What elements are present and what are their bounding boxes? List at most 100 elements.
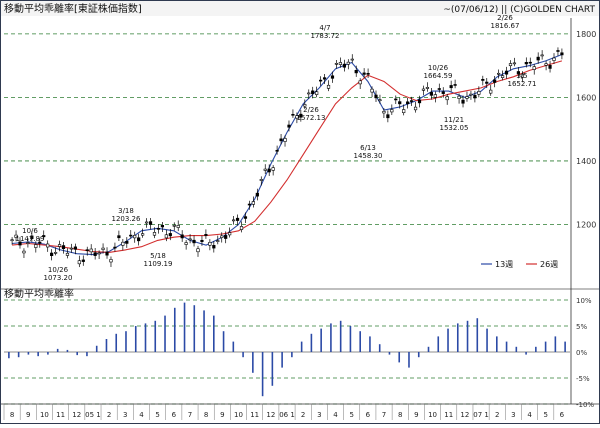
candle-body	[220, 235, 224, 238]
candle-body	[445, 96, 449, 101]
main-y-tick-label: 1200	[576, 220, 596, 229]
x-tick-label: 10	[40, 411, 49, 419]
candle-body	[164, 234, 168, 239]
x-tick-label: 7	[188, 411, 192, 419]
copyright-text: ~(07/06/12) || (C)GOLDEN CHART	[443, 5, 595, 15]
candle-body	[548, 65, 552, 69]
candle-body	[287, 124, 291, 128]
candle-body	[326, 84, 331, 89]
candle-body	[279, 138, 283, 142]
annotation-value: 1572.13	[297, 114, 326, 122]
candle-body	[544, 63, 548, 66]
x-tick-label: 6	[172, 411, 177, 419]
candle-body	[417, 99, 422, 104]
candle-body	[125, 241, 129, 244]
candle-body	[42, 235, 46, 238]
candle-body	[152, 232, 157, 236]
x-tick-label: 3	[123, 411, 127, 419]
candle-body	[172, 224, 176, 227]
series-line-26週	[12, 60, 563, 253]
candle-body	[497, 72, 501, 75]
candle-body	[441, 91, 445, 94]
annotation-date: 4/7	[319, 24, 330, 32]
x-tick-label: 9	[220, 411, 224, 419]
x-tick-label: 10	[234, 411, 243, 419]
candle-body	[540, 54, 544, 57]
candle-body	[235, 217, 240, 221]
candle-body	[65, 252, 70, 256]
x-tick-label: 8	[204, 411, 208, 419]
candle-body	[200, 239, 204, 242]
candle-body	[160, 224, 164, 228]
annotation-value: 1664.59	[424, 72, 453, 80]
candle-body	[394, 98, 398, 101]
annotation-date: 3/5	[516, 72, 527, 80]
osc-y-tick-label: -5%	[576, 375, 590, 383]
candle-body	[121, 241, 125, 246]
main-y-tick-label: 1600	[576, 93, 596, 102]
x-tick-label: 4	[527, 411, 532, 419]
candle-body	[334, 62, 339, 65]
candle-body	[398, 101, 402, 105]
candle-body	[69, 247, 74, 250]
candle-body	[489, 89, 493, 94]
annotation-value: 1203.26	[112, 215, 141, 223]
candle-body	[473, 94, 477, 99]
candle-body	[366, 72, 370, 75]
candle-body	[520, 73, 524, 78]
candle-body	[433, 94, 437, 98]
candle-body	[552, 57, 556, 61]
candle-body	[342, 63, 346, 68]
legend-label: 26週	[540, 260, 558, 269]
candle-body	[425, 86, 430, 89]
candle-body	[46, 243, 50, 248]
candle-body	[184, 242, 188, 245]
candle-body	[156, 228, 161, 230]
x-tick-label: 06 1	[279, 411, 295, 419]
candle-body	[196, 248, 200, 253]
main-y-tick-label: 1400	[576, 157, 596, 166]
candle-body	[358, 80, 362, 85]
x-tick-label: 3	[511, 411, 515, 419]
candle-body	[208, 241, 212, 246]
legend-label: 13週	[495, 260, 513, 269]
candle-body	[560, 52, 564, 56]
candle-body	[457, 95, 461, 99]
osc-y-tick-label: 5%	[576, 323, 587, 331]
oscillator-layer	[8, 302, 566, 397]
x-tick-label: 07 1	[473, 411, 489, 419]
candle-body	[85, 249, 89, 251]
candle-body	[180, 234, 184, 239]
candle-body	[303, 104, 307, 107]
candle-body	[386, 114, 390, 119]
x-tick-label: 8	[10, 411, 14, 419]
candle-body	[259, 179, 263, 181]
candle-body	[129, 234, 133, 237]
candle-body	[239, 226, 244, 230]
candle-body	[311, 90, 315, 95]
axes-layer: 1200 1400 1600 1800 10% 5% 0% -5% -10% 8 9 10 11 12 05…	[0, 18, 600, 420]
candle-body	[291, 113, 295, 116]
candle-body	[34, 244, 38, 248]
candle-body	[18, 241, 22, 246]
candle-body	[105, 251, 109, 256]
candle-body	[81, 259, 85, 262]
candle-body	[406, 101, 410, 105]
x-tick-label: 2	[107, 411, 111, 419]
candle-body	[528, 61, 532, 64]
candle-body	[516, 71, 521, 75]
candle-body	[73, 246, 77, 250]
oscillator-title: 移動平均乖離率	[4, 287, 74, 300]
x-tick-label: 05 1	[85, 411, 101, 419]
candle-body	[228, 232, 232, 236]
candle-body	[267, 168, 271, 173]
annotation-date: 6/13	[360, 144, 376, 152]
x-tick-label: 12	[266, 411, 275, 419]
candle-body	[485, 81, 489, 84]
candle-body	[437, 88, 441, 90]
candle-body	[144, 221, 149, 224]
candle-body	[315, 91, 319, 95]
candle-body	[477, 91, 481, 95]
annotation-value: 1458.30	[354, 152, 383, 160]
